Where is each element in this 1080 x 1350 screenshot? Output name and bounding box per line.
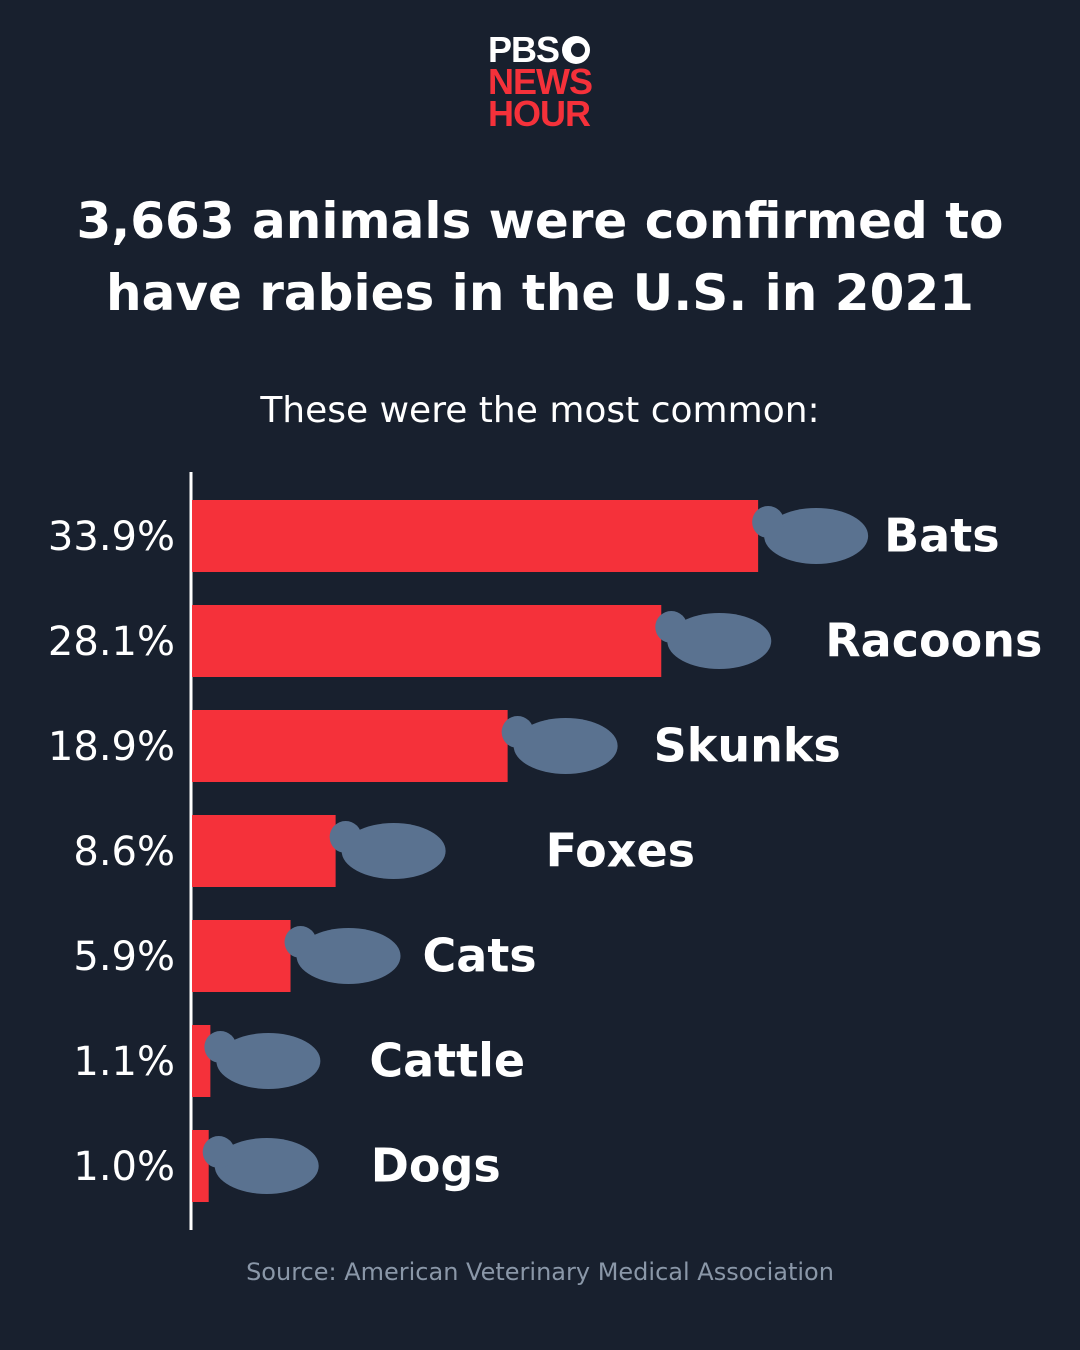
bar	[192, 710, 508, 782]
animal-icon	[667, 613, 772, 669]
value-label: 1.1%	[73, 1039, 175, 1085]
logo-pbs: PBS	[488, 29, 560, 70]
category-label: Racoons	[825, 614, 1042, 668]
category-label: Foxes	[546, 824, 695, 878]
animal-icon	[296, 928, 401, 984]
bar	[192, 605, 662, 677]
logo-icon-head	[571, 43, 585, 57]
chart-title: 3,663 animals were confirmed to have rab…	[76, 192, 1004, 322]
animal-icon	[214, 1138, 319, 1194]
value-label: 18.9%	[48, 724, 175, 770]
animal-icon	[764, 508, 869, 564]
animal-icon	[341, 823, 446, 879]
logo-news: NEWS	[488, 61, 593, 102]
value-label: 28.1%	[48, 619, 175, 665]
category-label: Skunks	[654, 719, 841, 773]
animal-icon-head	[202, 1136, 235, 1168]
category-label: Bats	[884, 509, 999, 563]
animal-icon	[513, 718, 618, 774]
animal-icon-head	[501, 716, 534, 748]
animal-icon-head	[655, 611, 688, 643]
value-label: 1.0%	[73, 1144, 175, 1190]
animal-icon-head	[329, 821, 362, 853]
bar	[192, 500, 759, 572]
value-label: 33.9%	[48, 514, 175, 560]
bar	[192, 1130, 209, 1202]
chart-subtitle: These were the most common:	[260, 390, 820, 431]
bar	[192, 920, 291, 992]
bar	[192, 1025, 211, 1097]
animal-icon-head	[284, 926, 317, 958]
animal-icon-head	[204, 1031, 237, 1063]
category-label: Dogs	[371, 1139, 501, 1193]
category-label: Cattle	[369, 1034, 525, 1088]
value-label: 5.9%	[73, 934, 175, 980]
source: Source: American Veterinary Medical Asso…	[246, 1258, 834, 1286]
animal-icon	[216, 1033, 321, 1089]
category-label: Cats	[423, 929, 537, 983]
logo: PBS NEWS HOUR	[488, 29, 593, 134]
bar	[192, 815, 336, 887]
logo-hour: HOUR	[488, 93, 591, 134]
animal-icon-head	[752, 506, 785, 538]
value-label: 8.6%	[73, 829, 175, 875]
